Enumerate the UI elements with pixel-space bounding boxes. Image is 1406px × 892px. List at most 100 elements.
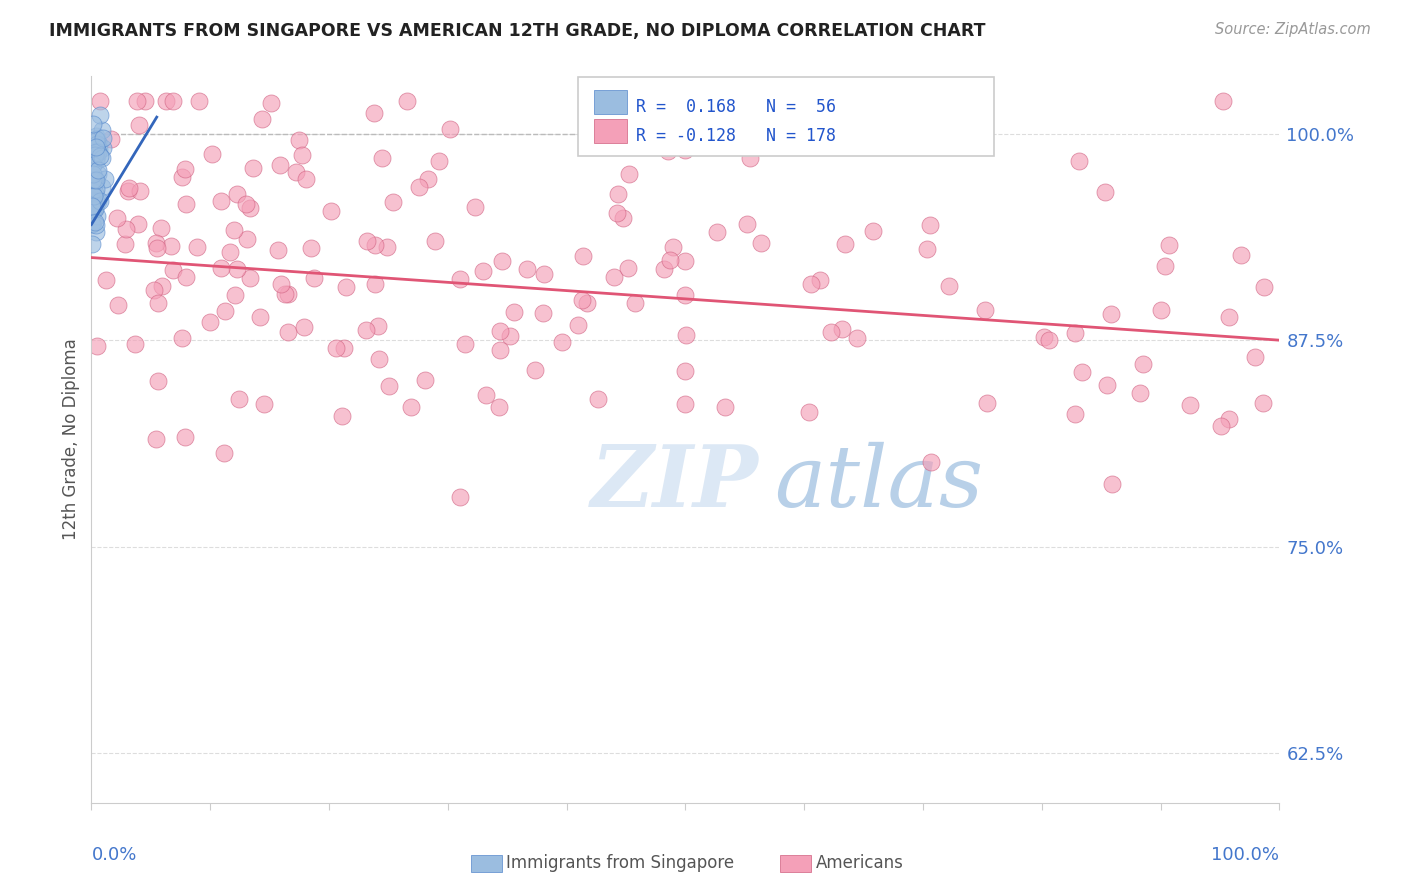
Point [797,405,820,419]
Point [523,363,546,377]
Point [105,211,128,226]
Point [1157,238,1180,252]
Point [299,241,322,255]
Point [277,325,299,339]
Point [266,244,288,258]
Point [471,263,494,277]
Point [90,179,112,194]
Point [80,194,103,208]
Point [427,153,450,168]
Point [84,225,107,239]
Point [1069,153,1091,168]
Point [295,172,318,186]
Point [90,123,112,137]
Text: Immigrants from Singapore: Immigrants from Singapore [506,855,734,872]
Point [1099,307,1122,321]
Point [150,278,173,293]
Point [212,445,235,459]
Point [488,401,510,415]
Point [86,218,108,232]
Point [1094,185,1116,199]
Point [1218,412,1240,426]
Point [292,319,315,334]
Point [259,95,281,110]
Point [174,197,197,211]
Point [124,336,146,351]
Point [1132,357,1154,371]
Point [82,146,104,161]
Point [749,236,772,251]
Point [449,272,471,286]
Point [82,202,104,217]
Point [128,118,150,132]
Point [146,241,169,255]
Point [80,193,103,207]
Point [162,94,184,108]
Point [673,143,696,157]
Point [330,409,353,424]
Point [86,209,108,223]
Point [1038,333,1060,347]
Point [236,232,259,246]
Point [93,172,115,186]
Point [107,298,129,312]
Point [226,261,249,276]
Text: Source: ZipAtlas.com: Source: ZipAtlas.com [1215,22,1371,37]
Point [143,283,166,297]
Point [606,186,628,201]
Point [84,145,107,159]
Point [89,149,111,163]
Text: IMMIGRANTS FROM SINGAPORE VS AMERICAN 12TH GRADE, NO DIPLOMA CORRELATION CHART: IMMIGRANTS FROM SINGAPORE VS AMERICAN 12… [49,22,986,40]
Point [1251,396,1274,410]
Point [82,217,104,231]
Point [83,173,105,187]
Point [84,202,107,217]
Point [364,277,387,291]
Text: ZIP: ZIP [591,442,758,524]
Point [606,206,628,220]
Point [115,222,138,236]
Point [706,225,728,239]
Point [222,223,245,237]
Point [84,215,107,229]
Point [381,195,404,210]
Point [118,180,141,194]
Point [1178,398,1201,412]
Point [82,202,104,216]
Point [673,288,696,302]
Point [148,295,170,310]
Point [146,375,169,389]
Point [288,133,311,147]
Point [586,392,609,407]
Point [1154,259,1177,273]
Point [86,148,108,162]
Point [1211,418,1233,433]
Point [738,151,761,165]
Point [364,237,387,252]
Point [83,173,105,187]
Point [661,240,683,254]
Point [567,318,589,332]
Point [159,238,181,252]
Point [86,339,108,353]
Point [800,277,823,291]
Point [134,94,156,108]
Point [602,270,624,285]
Text: R =  0.168   N =  56: R = 0.168 N = 56 [636,97,835,116]
Point [291,148,314,162]
Point [82,214,104,228]
Point [170,170,193,185]
Point [225,186,247,201]
Point [155,94,177,108]
Point [150,221,173,235]
Point [270,277,292,292]
Point [87,194,110,208]
Point [117,185,139,199]
Point [551,334,574,349]
Point [86,162,108,177]
Point [145,432,167,446]
Point [84,132,107,146]
Y-axis label: 12th Grade, No Diploma: 12th Grade, No Diploma [62,338,80,541]
Point [363,105,385,120]
Point [186,240,208,254]
